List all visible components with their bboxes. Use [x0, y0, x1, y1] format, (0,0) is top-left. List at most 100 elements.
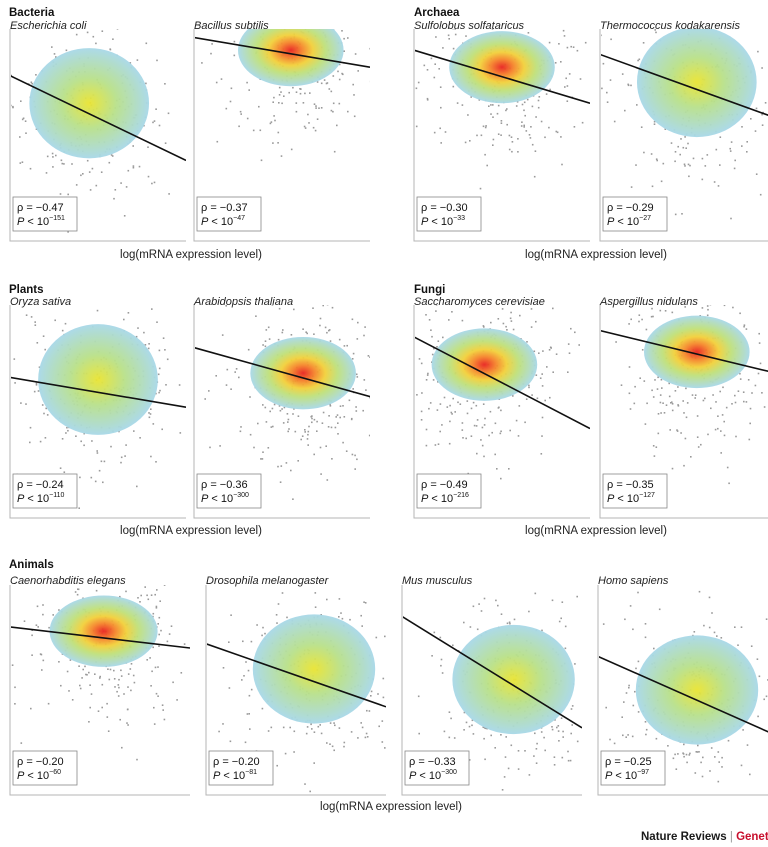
data-point [78, 665, 80, 667]
data-point [219, 445, 221, 447]
data-point [437, 381, 439, 383]
data-point [535, 116, 537, 118]
data-point [290, 148, 293, 151]
data-point [433, 76, 436, 79]
data-point [527, 11, 529, 13]
data-point [364, 602, 367, 604]
data-point [103, 460, 106, 463]
data-point [325, 445, 327, 447]
x-axis-label: log(mRNA expression level) [120, 525, 262, 537]
data-point [476, 452, 478, 455]
data-point [495, 599, 497, 602]
data-point [369, 396, 370, 399]
data-point [412, 452, 414, 454]
data-point [606, 91, 608, 94]
data-point [249, 396, 251, 398]
data-point [657, 413, 660, 415]
data-point [566, 85, 569, 87]
rho-value: ρ = −0.25 [605, 756, 652, 768]
data-point [90, 476, 93, 479]
data-point [311, 728, 313, 730]
data-point [456, 102, 459, 104]
data-point [479, 187, 482, 190]
data-point [127, 724, 129, 726]
data-point [373, 74, 375, 76]
data-point [93, 299, 95, 301]
data-point [113, 197, 115, 200]
data-point [328, 15, 330, 17]
data-point [754, 384, 757, 387]
data-point [376, 399, 378, 401]
data-point [6, 401, 8, 403]
data-point [540, 453, 543, 455]
data-point [75, 435, 77, 437]
data-point [733, 167, 736, 170]
data-point [621, 73, 624, 75]
data-point [558, 43, 560, 45]
data-point [763, 698, 765, 701]
data-point [84, 558, 86, 560]
data-point [61, 162, 64, 165]
data-point [256, 624, 258, 626]
panel-title: Mus musculus [402, 575, 473, 587]
data-point [684, 136, 686, 138]
data-point [621, 716, 623, 718]
data-point [167, 112, 170, 115]
data-point [153, 706, 155, 709]
data-point [314, 592, 317, 594]
data-point [107, 730, 110, 732]
data-point [257, 422, 259, 425]
data-point [760, 806, 762, 808]
data-point [100, 171, 103, 173]
data-point [415, 125, 418, 128]
data-point [568, 73, 571, 75]
data-point [51, 46, 53, 48]
data-point [29, 426, 32, 429]
data-point [655, 158, 658, 160]
data-point [717, 780, 720, 783]
data-point [490, 113, 492, 115]
data-point [696, 415, 699, 417]
data-point [570, 327, 572, 330]
data-point [490, 277, 492, 279]
data-point [262, 12, 264, 14]
data-point [260, 159, 263, 162]
data-point [395, 776, 397, 778]
data-point [279, 481, 282, 483]
data-point [230, 388, 232, 390]
data-point [307, 430, 310, 433]
data-point [271, 305, 274, 306]
data-point [61, 438, 64, 440]
data-point [382, 634, 384, 636]
data-point [637, 660, 640, 663]
data-point [683, 464, 685, 467]
data-point [714, 281, 716, 283]
data-point [533, 755, 535, 757]
data-point [238, 376, 240, 379]
data-point [629, 408, 632, 410]
data-point [483, 326, 485, 328]
data-point [362, 409, 364, 412]
data-point [326, 331, 328, 334]
data-point [439, 430, 441, 433]
data-point [480, 134, 483, 137]
data-point [95, 589, 98, 592]
group-label-animals: Animals [9, 559, 54, 571]
data-point [598, 38, 600, 40]
data-point [449, 404, 451, 407]
data-point [450, 717, 452, 720]
data-point [150, 594, 153, 596]
data-point [750, 118, 752, 120]
data-point [463, 711, 466, 714]
data-point [685, 387, 687, 390]
data-point [717, 427, 719, 430]
data-point [333, 29, 335, 30]
p-value: P < 10−216 [421, 492, 469, 505]
data-point [700, 443, 702, 446]
data-point [146, 594, 148, 597]
data-point [682, 400, 684, 402]
data-point [508, 468, 510, 470]
data-point [671, 467, 674, 470]
data-point [347, 110, 349, 113]
